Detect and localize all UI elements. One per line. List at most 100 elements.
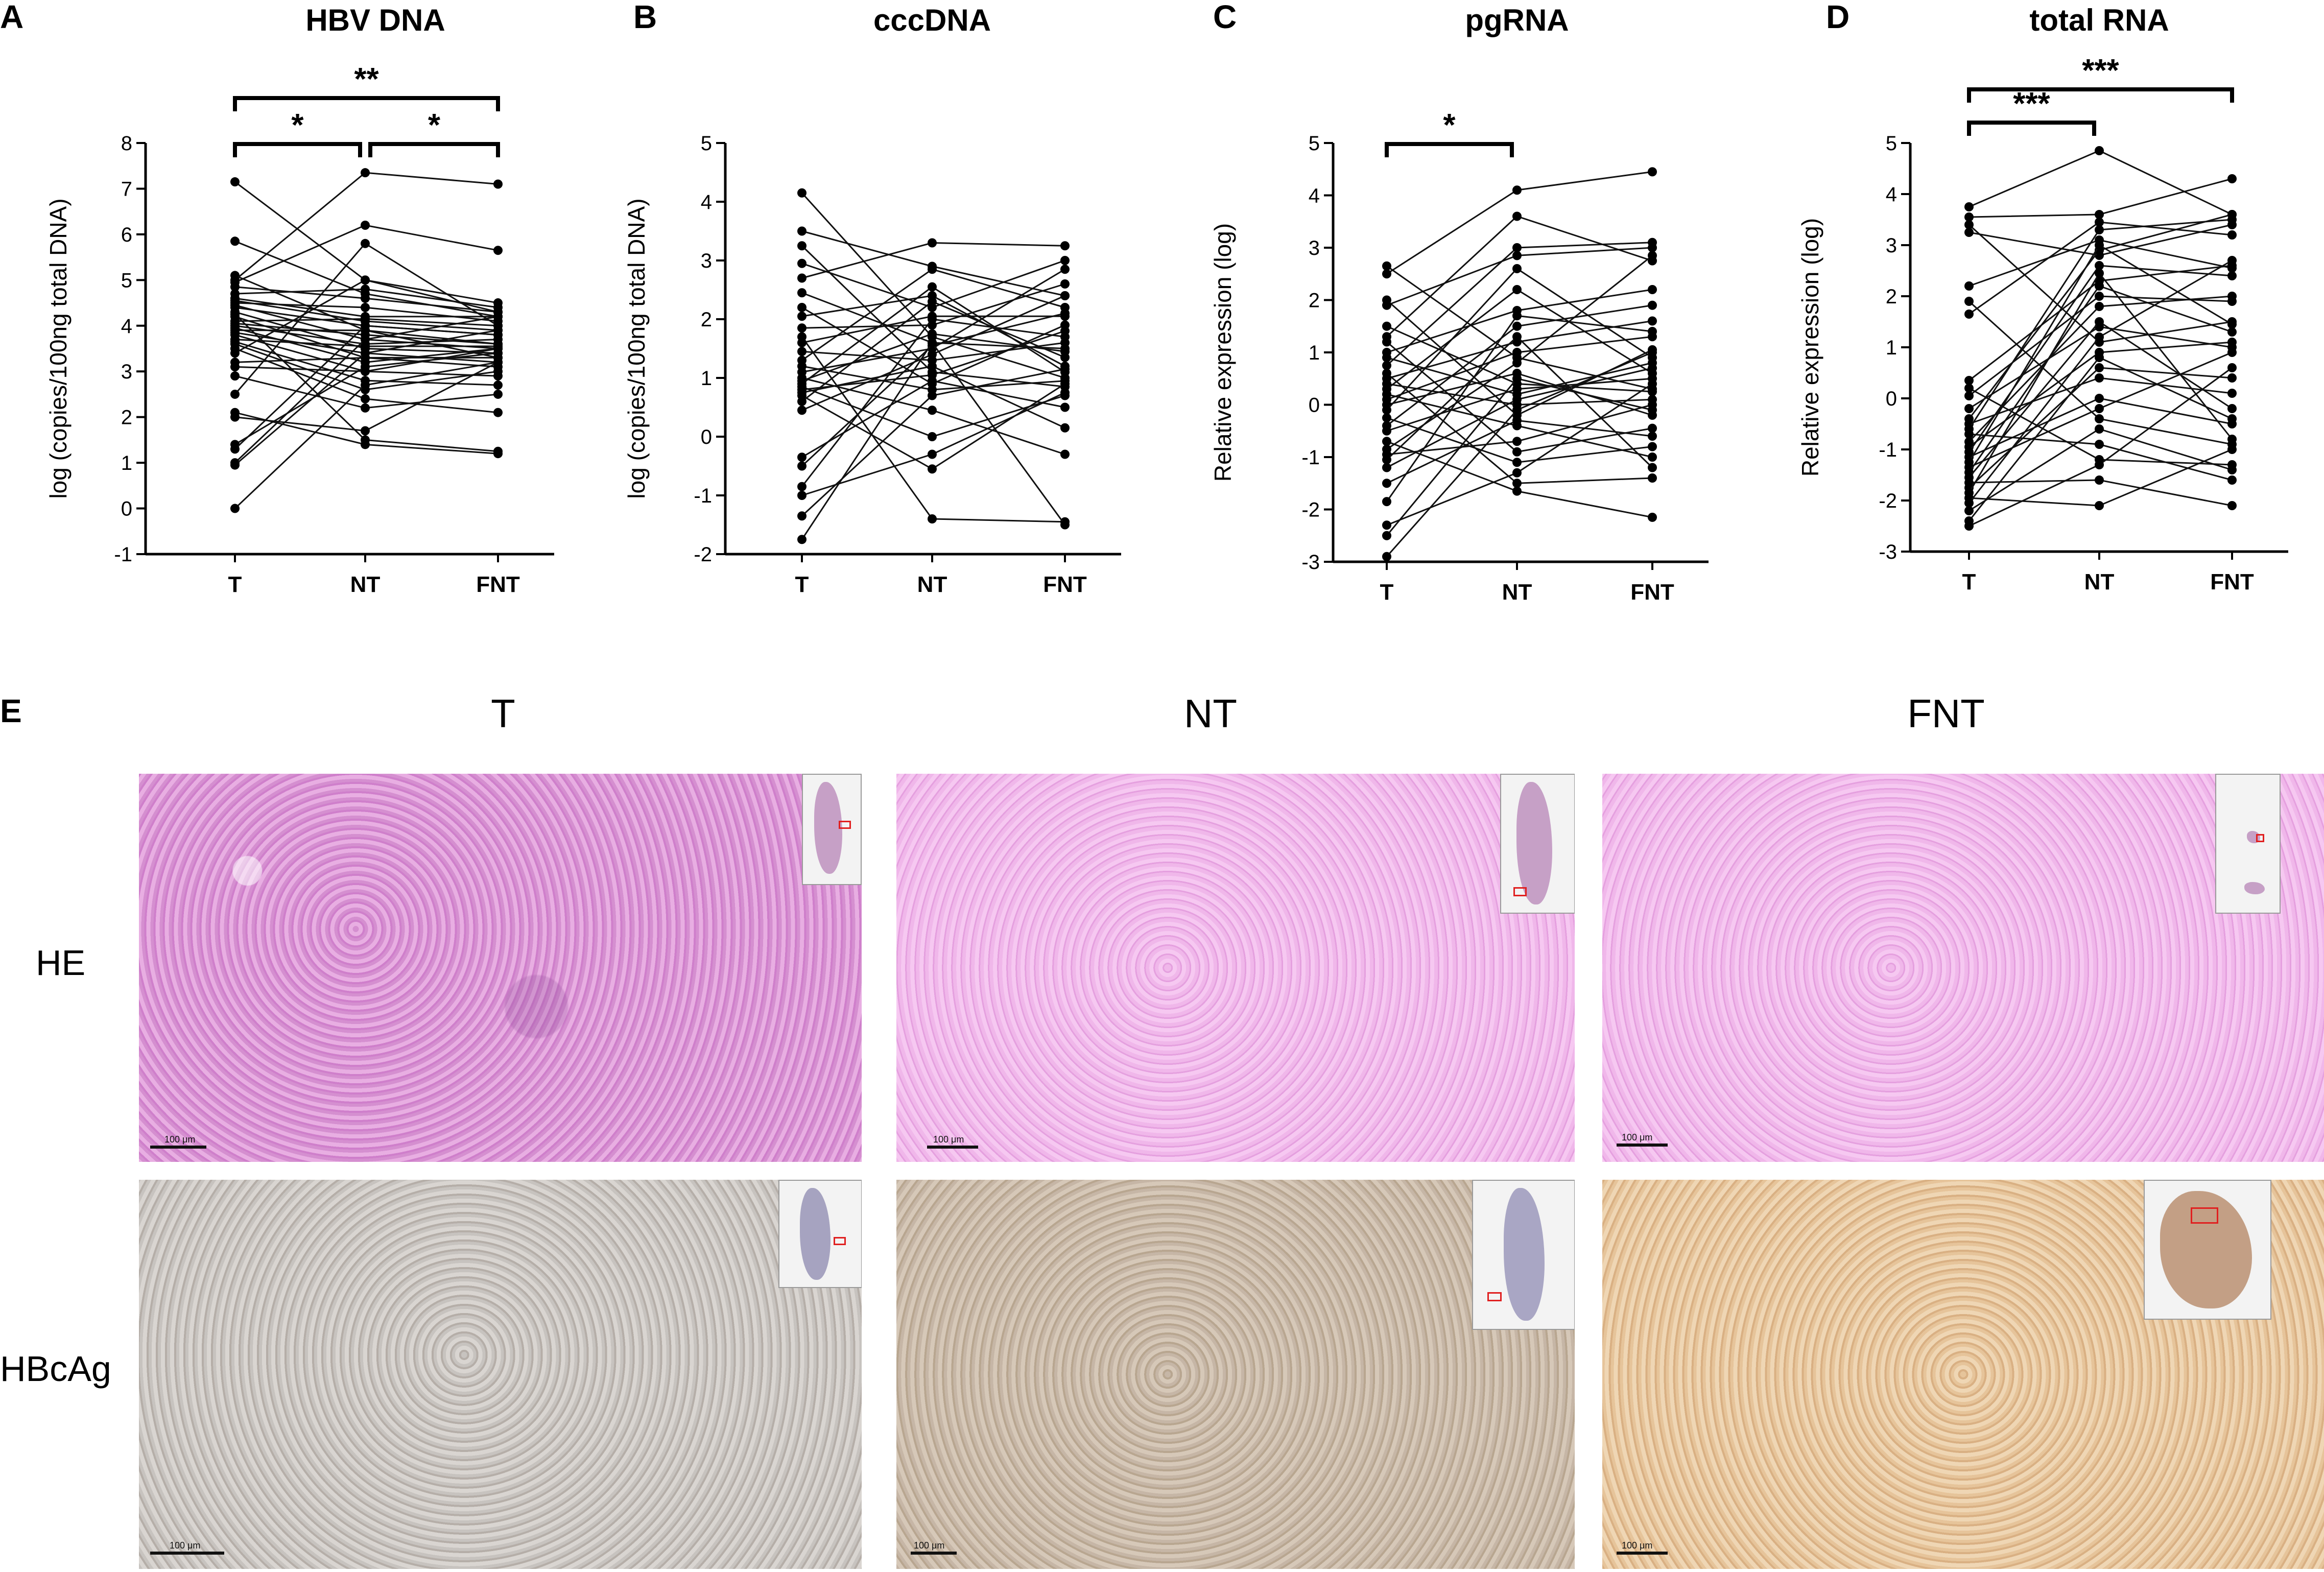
panel-letter-a: A [0, 0, 23, 35]
hbcag-tumor-overview-inset [778, 1180, 862, 1288]
data-point [230, 371, 240, 381]
data-point [1512, 243, 1522, 252]
data-point [1060, 520, 1070, 530]
data-point [2095, 475, 2104, 485]
data-point [1964, 212, 1974, 222]
hbcag-image-nontumor: 100 μm [896, 1180, 1575, 1569]
y-tick-label: 4 [1309, 185, 1320, 207]
data-point [1648, 452, 1657, 462]
panel-letter-d: D [1826, 0, 1849, 35]
x-tick-label: T [1962, 569, 1976, 594]
column-header-nt: NT [1184, 691, 1237, 736]
data-point [2095, 269, 2104, 278]
data-point [2227, 373, 2237, 383]
y-axis-title: Relative expression (log) [1797, 218, 1823, 477]
data-point [2095, 241, 2104, 250]
y-axis-title: Relative expression (log) [1210, 223, 1236, 482]
data-point [1512, 348, 1522, 357]
significance-bracket [368, 142, 500, 157]
data-point [797, 452, 807, 462]
data-point [1060, 388, 1070, 397]
y-tick-label: 2 [121, 407, 132, 429]
hbcag-far-nontumor-scale-label: 100 μm [1622, 1540, 1653, 1551]
he-nontumor-scale-bar [927, 1146, 978, 1149]
data-point [361, 168, 370, 178]
data-point [361, 362, 370, 372]
y-tick-label: 1 [1309, 342, 1320, 364]
data-point [230, 412, 240, 422]
data-point [493, 358, 503, 367]
y-tick-label: 3 [701, 250, 712, 272]
data-point [1512, 384, 1522, 394]
data-point [1060, 291, 1070, 300]
data-point [2095, 414, 2104, 423]
data-point [797, 273, 807, 283]
data-point [1382, 552, 1391, 561]
data-point [1512, 479, 1522, 488]
y-tick-label: 5 [1309, 132, 1320, 155]
data-point [928, 432, 937, 441]
data-point [230, 282, 240, 292]
data-point [1382, 413, 1391, 423]
data-point [1382, 520, 1391, 530]
data-point [1648, 423, 1657, 433]
data-point [2227, 435, 2237, 444]
y-tick-label: -1 [1879, 439, 1897, 461]
data-point [1512, 321, 1522, 331]
chart-title: cccDNA [873, 3, 991, 37]
data-point [928, 315, 937, 324]
data-point [493, 367, 503, 376]
significance-bracket [1385, 142, 1514, 157]
hbcag-far-nontumor-scale-bar [1617, 1552, 1668, 1555]
data-point [2095, 317, 2104, 326]
data-point [361, 221, 370, 230]
data-point [1060, 256, 1070, 265]
data-point [797, 397, 807, 406]
data-point [361, 314, 370, 324]
y-axis-title: log (copies/100ng total DNA) [45, 198, 72, 498]
data-point [1512, 264, 1522, 273]
data-point [1512, 185, 1522, 195]
data-point [1512, 374, 1522, 384]
y-tick-label: -3 [1879, 541, 1897, 563]
chart-title: total RNA [2029, 3, 2169, 37]
data-point [2227, 292, 2237, 301]
data-point [2227, 174, 2237, 183]
data-point [928, 362, 937, 371]
data-point [1964, 220, 1974, 229]
data-point [1512, 311, 1522, 321]
y-tick-label: 7 [121, 178, 132, 200]
data-point [230, 177, 240, 187]
x-tick-label: FNT [1043, 572, 1087, 597]
data-point [2095, 218, 2104, 227]
data-point [2227, 404, 2237, 413]
data-point [2095, 292, 2104, 301]
data-point [1512, 437, 1522, 446]
chart-panel-a: A HBV DNA log (copies/100ng total DNA) -1 0 1… [0, 0, 554, 597]
data-point [2227, 215, 2237, 224]
data-point [1060, 379, 1070, 389]
he-tumor-overview-inset [802, 774, 862, 885]
data-point [2227, 348, 2237, 357]
data-point [2095, 363, 2104, 372]
data-point [2095, 261, 2104, 270]
data-point [1382, 455, 1391, 465]
y-tick-label: -2 [1301, 499, 1320, 521]
data-point [928, 449, 937, 459]
data-point [361, 440, 370, 449]
he-image-tumor: 100 μm [139, 774, 862, 1162]
data-point [1512, 416, 1522, 425]
data-point [1060, 449, 1070, 459]
y-tick-label: 8 [121, 132, 132, 155]
y-tick-label: -1 [1301, 446, 1320, 469]
row-header-he: HE [36, 943, 86, 983]
data-point [797, 288, 807, 298]
data-point [361, 348, 370, 358]
data-point [928, 282, 937, 292]
x-tick-label: T [1380, 580, 1394, 605]
he-far-nontumor-scale-label: 100 μm [1622, 1132, 1653, 1142]
data-point [2095, 146, 2104, 155]
series-line [234, 224, 499, 283]
data-point [2095, 440, 2104, 449]
hbcag-far-nontumor-overview-inset [2144, 1180, 2271, 1320]
